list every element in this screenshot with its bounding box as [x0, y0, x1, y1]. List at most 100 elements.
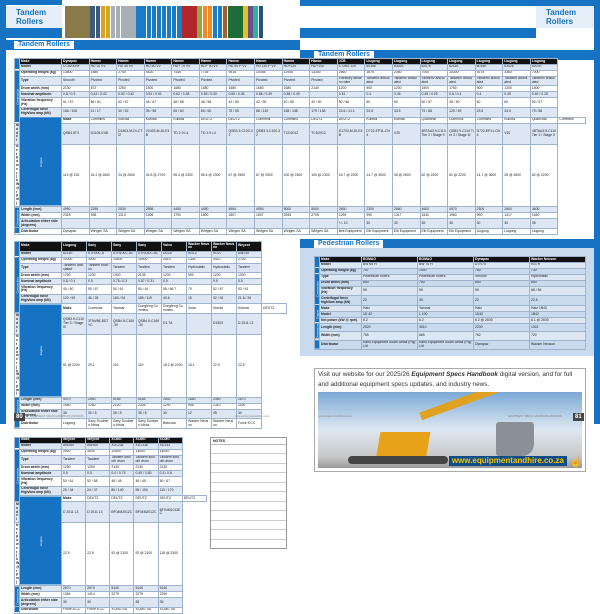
category-tab[interactable]	[121, 6, 126, 38]
table-row: Net power (kW @ rpm) 113 @ 152 16.1 @ 2600…	[14, 143, 586, 208]
row-label: Model	[14, 122, 20, 145]
page-number-left: 80	[14, 413, 25, 421]
cell: Tandem/ articulated	[529, 75, 559, 87]
category-tab[interactable]	[80, 6, 85, 38]
category-tab[interactable]	[90, 6, 95, 38]
table-header-row: Make BOMAG BOMAG Dynapac Wacker Neuson	[314, 256, 586, 263]
category-tab[interactable]	[253, 6, 258, 38]
footer-handbook: EQUIPMENT SPECS HANDBOOK 2025/2026	[30, 415, 84, 418]
category-tab[interactable]	[85, 6, 90, 38]
cell: Elb Equipment	[364, 227, 393, 235]
cell: 65 / 60	[198, 107, 228, 118]
category-tab[interactable]	[100, 6, 106, 38]
table-row: Type Smooth Pivoted Pivoted Pivoted Pivoted Pi…	[15, 75, 586, 87]
category-tab[interactable]	[110, 6, 116, 38]
category-tab[interactable]	[202, 6, 208, 38]
pedestrian-title: Pedestrian Rollers	[314, 240, 384, 248]
category-tab[interactable]	[156, 6, 162, 38]
cell	[186, 312, 212, 335]
cell: Tandem/ articulated	[364, 75, 393, 87]
row-label: Width (mm)	[19, 212, 62, 220]
website-ad[interactable]: Visit our website for our 2025/26 Equipm…	[314, 368, 586, 473]
category-tab[interactable]	[243, 6, 248, 38]
cell: 865	[417, 331, 474, 341]
category-tab[interactable]	[131, 6, 136, 38]
cell: 55 / 67	[86, 284, 112, 295]
category-tab[interactable]	[141, 6, 146, 38]
cell: 55.4 @ 2300	[198, 143, 228, 208]
category-tab[interactable]	[166, 6, 172, 38]
category-tab[interactable]	[233, 6, 238, 38]
cell	[109, 597, 135, 608]
cell: 48 / 67	[143, 97, 173, 108]
row-label: Net power (kW @ rpm)	[14, 522, 20, 587]
header-make: Volvo	[161, 241, 187, 252]
cell: 45 / 50	[447, 97, 476, 108]
cell: QSB4.5T3	[61, 122, 90, 145]
category-tab[interactable]	[70, 6, 75, 38]
category-tab[interactable]	[217, 6, 223, 38]
cell: D722-EP11-CN4	[474, 122, 504, 145]
category-tab[interactable]	[212, 6, 218, 38]
cell: 11 / 17	[88, 107, 118, 118]
category-tab[interactable]	[187, 6, 192, 38]
category-tab[interactable]	[126, 6, 131, 38]
cell: 46 / 28	[86, 293, 112, 305]
pedestrian-rollers-section: Pedestrian Rollers Make BOMAG BOMAG Dynapac…	[300, 239, 594, 357]
cell: Bell Equipment	[336, 227, 366, 235]
cell: V2403-M-DI-E3B	[143, 122, 173, 145]
cell: 21.5 / 26	[236, 293, 262, 305]
page-number-right: 81	[573, 413, 584, 421]
cell: 30	[161, 408, 187, 420]
cell	[171, 218, 200, 229]
category-tab[interactable]	[151, 6, 157, 38]
category-tab[interactable]	[228, 6, 233, 38]
table-row: Model QSB3.9-C110 Tier 3 / Stage III 3TNV8…	[14, 312, 287, 335]
cell: 53 / 61	[60, 476, 87, 487]
category-tab[interactable]	[207, 6, 213, 38]
cell: Pivoted	[88, 75, 118, 87]
cell: Cummins	[557, 116, 586, 124]
category-tab[interactable]	[146, 6, 151, 38]
category-tab[interactable]	[136, 6, 141, 38]
category-tab[interactable]	[222, 6, 228, 38]
cell: Dongfeng Cummins	[161, 303, 187, 314]
cell: Hydrostatic	[211, 262, 237, 274]
group-label-engine: Engine	[314, 305, 320, 324]
category-tab[interactable]	[182, 6, 187, 38]
category-tab[interactable]	[105, 6, 111, 38]
cell: 22.5	[85, 522, 111, 587]
category-tab[interactable]	[115, 6, 121, 38]
row-label: Vibration frequency (Hz)	[19, 476, 62, 487]
cell: 35	[419, 218, 449, 229]
pedestrian-rollers-table: Make BOMAG BOMAG Dynapac Wacker Neuson Model B…	[314, 256, 586, 351]
cell: 14.7 @ 3600	[474, 143, 504, 208]
category-tab[interactable]	[95, 6, 101, 38]
cell: 60	[364, 97, 393, 108]
category-tab[interactable]	[248, 6, 253, 38]
table-header-row: Make Dynapac Hamm Hamm Hamm Hamm Hamm Hamm Hamm H…	[14, 58, 586, 65]
category-tab[interactable]	[161, 6, 167, 38]
row-label: Type	[19, 454, 62, 466]
category-tab[interactable]	[197, 6, 202, 38]
cell: 50 / 61	[136, 284, 162, 295]
cell: 720	[529, 331, 586, 341]
table-row: Width (mm) 1960 1280 2100 2305 1290 998 1310 119…	[15, 402, 287, 410]
cell: 35 / 58	[143, 107, 173, 118]
cell	[226, 218, 256, 229]
cell: Tandem/ articulated	[61, 262, 87, 274]
website-url-link[interactable]: www.equipmentandhire.co.za	[448, 456, 567, 467]
section-band: Tandem Rollers	[300, 50, 594, 60]
category-tab[interactable]	[177, 6, 182, 38]
category-tab[interactable]	[258, 6, 264, 38]
cell: Kanu Equipment South Africa (Pty) Ltd	[361, 339, 418, 351]
category-tab[interactable]	[171, 6, 177, 38]
cell: 85 / 140	[109, 485, 135, 497]
cell: 68 / 56	[529, 285, 586, 297]
cell: 119	[111, 333, 137, 398]
category-tab[interactable]	[192, 6, 197, 38]
category-tab[interactable]	[238, 6, 243, 38]
category-tab[interactable]	[65, 6, 70, 38]
notes-box: NOTES	[210, 436, 287, 549]
category-tab[interactable]	[75, 6, 80, 38]
